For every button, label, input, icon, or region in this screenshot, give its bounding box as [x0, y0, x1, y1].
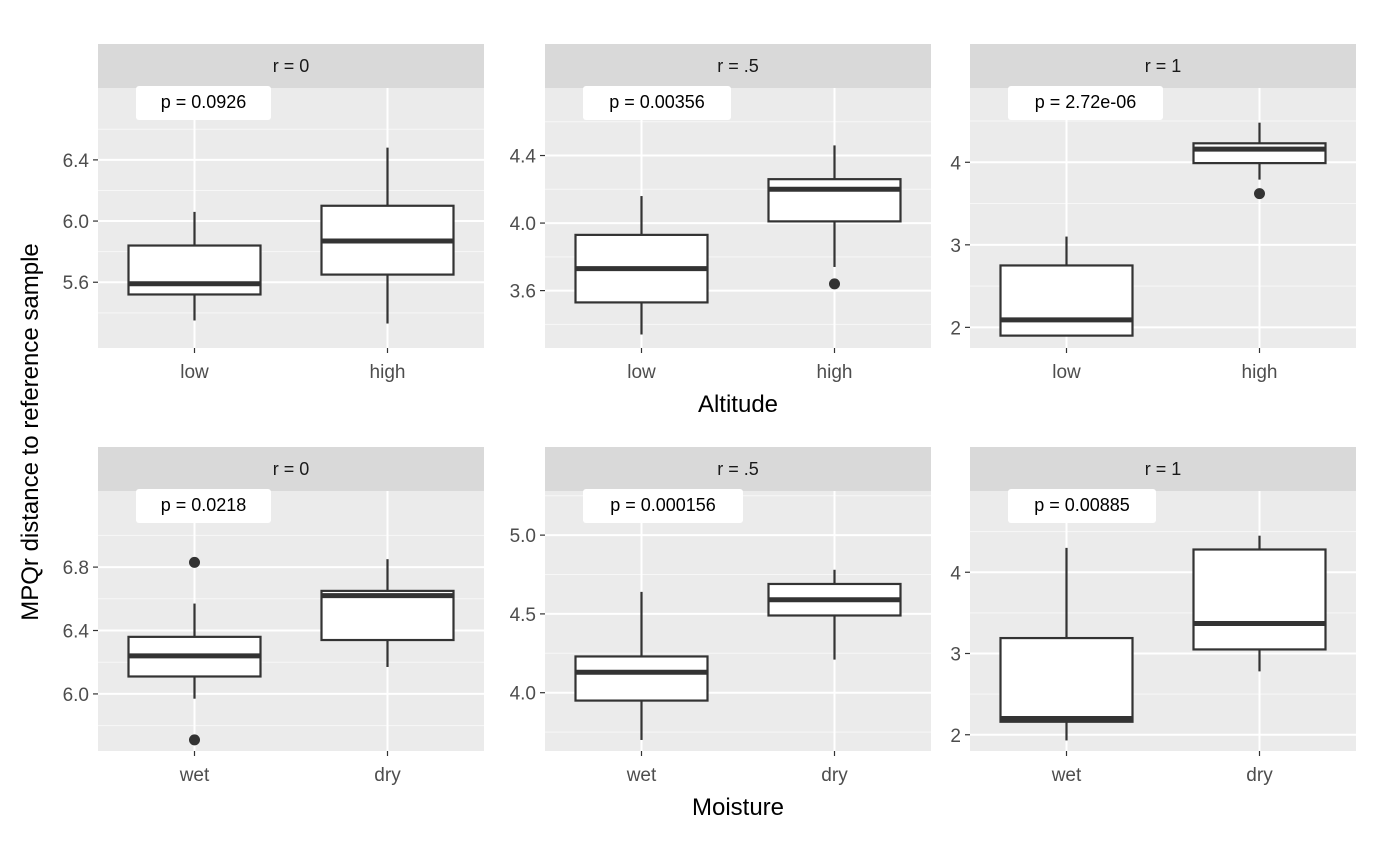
panel-3: r = 1 p = 2.72e-06 2 3 4 low high [950, 44, 1356, 383]
x-tick-label: high [817, 362, 853, 383]
box-low [127, 211, 262, 321]
pvalue-label-box [136, 86, 271, 120]
x-tick-label: dry [374, 765, 401, 786]
box-iqr [767, 178, 902, 223]
box-iqr [127, 244, 262, 296]
box-iqr [999, 636, 1134, 723]
box-high [1192, 122, 1327, 200]
y-tick-label: 6.8 [63, 558, 89, 579]
outlier-point [829, 278, 840, 290]
x-tick-label: low [627, 362, 656, 383]
y-tick-label: 4.4 [510, 147, 537, 168]
box-low [999, 236, 1134, 337]
pvalue-label: p = 0.0218 [161, 495, 247, 515]
pvalue-label: p = 2.72e-06 [1035, 92, 1137, 112]
x-tick-label: low [180, 362, 209, 383]
facet-strip [970, 44, 1356, 88]
pvalue-label: p = 0.0926 [161, 92, 247, 112]
x-tick-label: dry [1246, 765, 1273, 786]
box-wet [574, 591, 709, 740]
panel-1: r = 0 p = 0.0926 5.6 6.0 6.4 low high [63, 44, 484, 383]
panel-4: r = 0 p = 0.0218 6.0 6.4 6.8 wet dry [63, 447, 484, 786]
panel-background [545, 491, 931, 751]
y-tick-label: 5.0 [510, 526, 536, 547]
box-low [574, 196, 709, 335]
box-iqr [1192, 142, 1327, 165]
x-tick-label: high [1242, 362, 1278, 383]
y-tick-label: 4.0 [510, 214, 536, 235]
x-tick-label: wet [179, 765, 210, 786]
y-tick-label: 3 [950, 236, 961, 257]
facet-strip-label: r = .5 [717, 459, 759, 479]
y-tick-label: 4 [950, 153, 961, 174]
y-tick-label: 4 [950, 563, 961, 584]
facet-strip [545, 447, 931, 491]
x-axis-title: Altitude [698, 391, 778, 418]
y-tick-label: 2 [950, 726, 961, 747]
panel-6: r = 1 p = 0.00885 2 3 4 wet dry [950, 447, 1356, 786]
outlier-point [1254, 188, 1265, 200]
x-axis-title: Moisture [692, 794, 784, 821]
panel-2: r = .5 p = 0.00356 3.6 4.0 4.4 low high Altitud… [510, 44, 931, 418]
x-tick-label: wet [626, 765, 657, 786]
pvalue-label-box [1008, 489, 1156, 523]
box-iqr [1192, 548, 1327, 651]
box-iqr [320, 589, 455, 642]
pvalue-label: p = 0.000156 [610, 495, 716, 515]
y-tick-label: 6.0 [63, 685, 89, 706]
box-dry [767, 569, 902, 660]
outlier-point [189, 734, 200, 746]
y-axis-title: MPQr distance to reference sample [17, 243, 44, 621]
box-wet [127, 556, 262, 746]
y-tick-label: 6.0 [63, 212, 89, 233]
box-high [320, 147, 455, 324]
pvalue-label-box [583, 86, 731, 120]
y-tick-label: 6.4 [63, 151, 90, 172]
outlier-point [189, 556, 200, 568]
y-tick-label: 2 [950, 318, 961, 339]
box-dry [320, 559, 455, 667]
y-tick-label: 3 [950, 645, 961, 666]
panel-5: r = .5p = 0.000156 4.0 4.5 5.0 wet dry Moistur… [510, 447, 931, 821]
facet-strip-label: r = .5 [717, 56, 759, 76]
box-high [767, 145, 902, 290]
facet-strip-label: r = 1 [1145, 459, 1182, 479]
box-dry [1192, 535, 1327, 672]
pvalue-label-box [583, 489, 743, 523]
y-tick-label: 3.6 [510, 282, 536, 303]
facet-strip-label: r = 0 [273, 56, 310, 76]
pvalue-label-box [136, 489, 271, 523]
box-iqr [999, 264, 1134, 337]
x-tick-label: low [1052, 362, 1081, 383]
x-tick-label: dry [821, 765, 848, 786]
pvalue-label: p = 0.00356 [609, 92, 705, 112]
y-tick-label: 5.6 [63, 273, 89, 294]
facet-strip-label: r = 0 [273, 459, 310, 479]
y-tick-label: 4.5 [510, 605, 536, 626]
y-tick-label: 4.0 [510, 684, 536, 705]
facet-strip [98, 44, 484, 88]
box-iqr [574, 655, 709, 702]
box-wet [999, 547, 1134, 741]
pvalue-label-box [1008, 86, 1163, 120]
facet-strip [970, 447, 1356, 491]
facet-strip [545, 44, 931, 88]
pvalue-label: p = 0.00885 [1034, 495, 1130, 515]
facet-strip-label: r = 1 [1145, 56, 1182, 76]
facet-strip [98, 447, 484, 491]
x-tick-label: wet [1051, 765, 1082, 786]
y-tick-label: 6.4 [63, 622, 90, 643]
x-tick-label: high [370, 362, 406, 383]
